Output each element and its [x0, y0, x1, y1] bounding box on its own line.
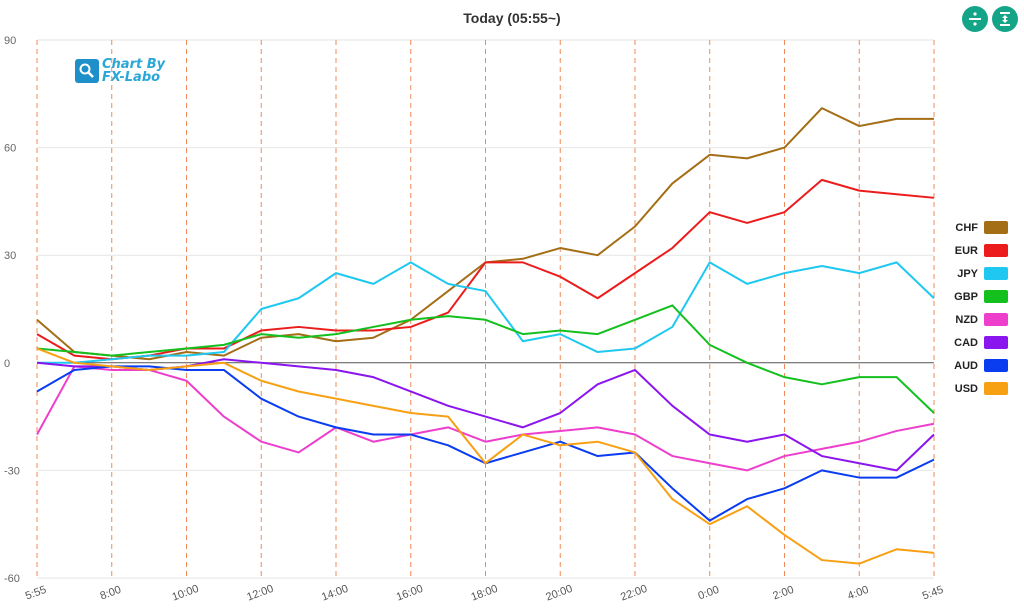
legend-label: NZD: [955, 313, 978, 326]
legend-label: JPY: [957, 267, 978, 280]
series-line-jpy: [37, 261, 935, 364]
legend-item-aud[interactable]: AUD: [940, 354, 1008, 377]
legend-label: GBP: [954, 290, 978, 303]
chart-by-logo: Chart By FX-Labo: [75, 58, 165, 84]
series-line-nzd: [36, 365, 935, 472]
x-tick-label: 12:00: [245, 583, 275, 604]
legend-swatch: [984, 221, 1008, 234]
legend-label: CAD: [954, 336, 978, 349]
chart-title: Today (05:55~): [463, 10, 561, 26]
legend-label: EUR: [954, 244, 978, 257]
logo-line-1: Chart By: [102, 57, 166, 72]
legend-item-gbp[interactable]: GBP: [940, 285, 1008, 308]
y-tick-label: -30: [4, 465, 20, 477]
divide-icon: [969, 12, 981, 26]
series-line-usd: [36, 347, 935, 565]
legend-swatch: [984, 290, 1008, 303]
legend-item-eur[interactable]: EUR: [940, 239, 1008, 262]
legend-item-cad[interactable]: CAD: [940, 331, 1008, 354]
legend-swatch: [984, 336, 1008, 349]
series-line-gbp: [36, 304, 935, 414]
x-tick-label: 2:00: [771, 584, 795, 603]
logo-line-2: FX-Labo: [102, 70, 161, 85]
legend-swatch: [984, 359, 1008, 372]
x-tick-label: 0:00: [697, 584, 721, 603]
legend-item-nzd[interactable]: NZD: [940, 308, 1008, 331]
legend-label: CHF: [955, 221, 978, 234]
legend: CHF EUR JPY GBP NZD CAD AUD USD: [940, 216, 1008, 400]
legend-swatch: [984, 267, 1008, 280]
legend-label: AUD: [954, 359, 978, 372]
x-tick-label: 18:00: [469, 583, 499, 604]
x-tick-label: 5:45: [921, 584, 945, 603]
fit-range-button[interactable]: [992, 6, 1018, 32]
legend-swatch: [984, 382, 1008, 395]
chart-toolbar: [962, 6, 1018, 32]
legend-swatch: [984, 244, 1008, 257]
legend-swatch: [984, 313, 1008, 326]
y-tick-label: 60: [4, 143, 16, 155]
y-tick-label: 0: [4, 358, 10, 370]
legend-item-jpy[interactable]: JPY: [940, 262, 1008, 285]
fit-range-icon: [1000, 12, 1010, 26]
legend-label: USD: [954, 382, 978, 395]
y-tick-label: 90: [4, 35, 16, 47]
x-tick-label: 4:00: [846, 584, 870, 603]
x-tick-label: 22:00: [619, 583, 649, 604]
x-tick-label: 5:55: [24, 584, 48, 603]
y-tick-label: 30: [4, 250, 16, 262]
y-tick-label: -60: [4, 573, 20, 585]
x-tick-label: 8:00: [99, 584, 123, 603]
x-tick-label: 20:00: [544, 583, 574, 604]
x-tick-label: 16:00: [395, 583, 425, 604]
legend-item-usd[interactable]: USD: [940, 377, 1008, 400]
magnifier-icon: [75, 59, 99, 83]
legend-item-chf[interactable]: CHF: [940, 216, 1008, 239]
divide-button[interactable]: [962, 6, 988, 32]
x-tick-label: 10:00: [170, 583, 200, 604]
x-tick-label: 14:00: [320, 583, 350, 604]
